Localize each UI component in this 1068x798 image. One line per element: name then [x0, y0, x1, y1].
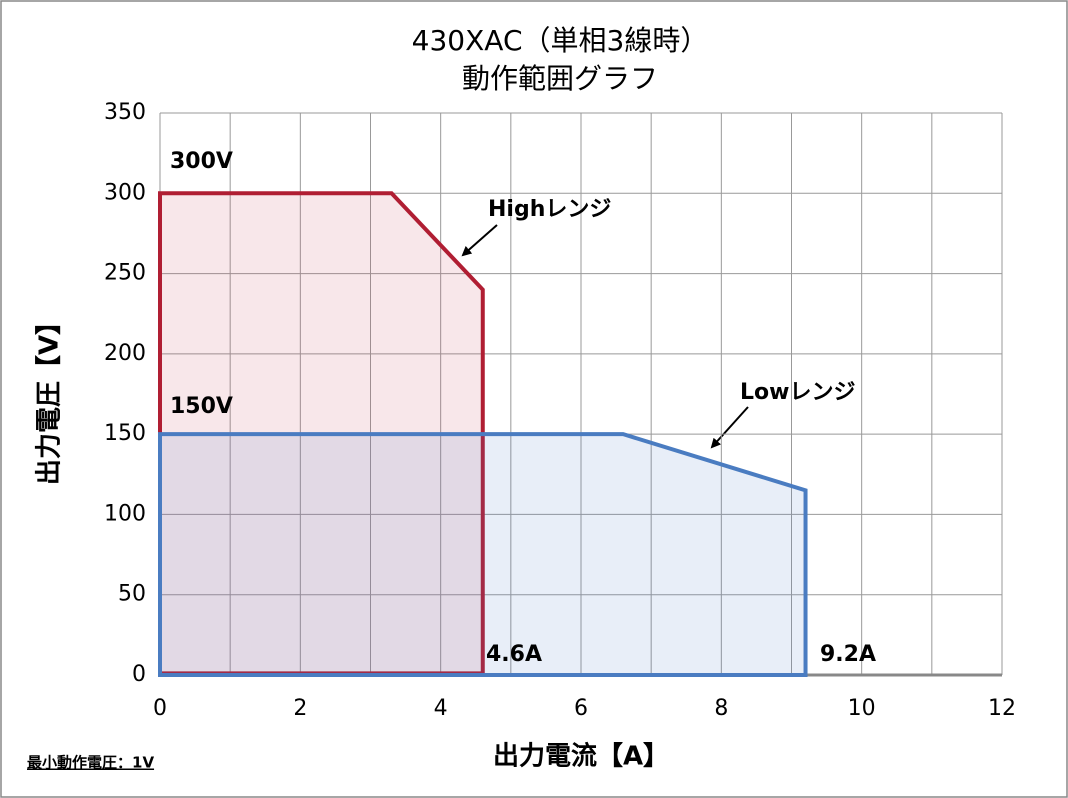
- y-tick-label: 250: [104, 261, 146, 286]
- annotation: 150V: [170, 394, 233, 419]
- series-label: Highレンジ: [488, 197, 611, 222]
- y-tick-label: 150: [104, 421, 146, 446]
- annotation: 300V: [170, 149, 233, 174]
- annotation: 4.6A: [486, 642, 542, 667]
- x-tick-label: 2: [293, 696, 307, 721]
- y-axis-label: 出力電圧【V】: [35, 309, 65, 485]
- y-tick-label: 0: [132, 662, 146, 687]
- arrow: [461, 224, 498, 257]
- chart-title: 430XAC（単相3線時）: [412, 24, 709, 57]
- y-tick-label: 200: [104, 341, 146, 366]
- x-axis-label: 出力電流【A】: [493, 742, 669, 772]
- x-tick-label: 12: [988, 696, 1016, 721]
- series-area: [158, 432, 808, 677]
- x-tick-label: 6: [574, 696, 588, 721]
- series-label: Lowレンジ: [740, 380, 855, 405]
- x-tick-label: 4: [434, 696, 448, 721]
- annotation: 9.2A: [820, 642, 876, 667]
- y-tick-label: 100: [104, 501, 146, 526]
- arrow: [710, 406, 749, 449]
- note: 最小動作電圧：1V: [27, 754, 154, 772]
- chart-subtitle: 動作範囲グラフ: [462, 62, 658, 95]
- x-tick-label: 8: [714, 696, 728, 721]
- y-tick-label: 50: [118, 582, 146, 607]
- y-tick-label: 350: [104, 100, 146, 125]
- x-tick-label: 0: [153, 696, 167, 721]
- x-tick-label: 10: [848, 696, 876, 721]
- y-tick-label: 300: [104, 180, 146, 205]
